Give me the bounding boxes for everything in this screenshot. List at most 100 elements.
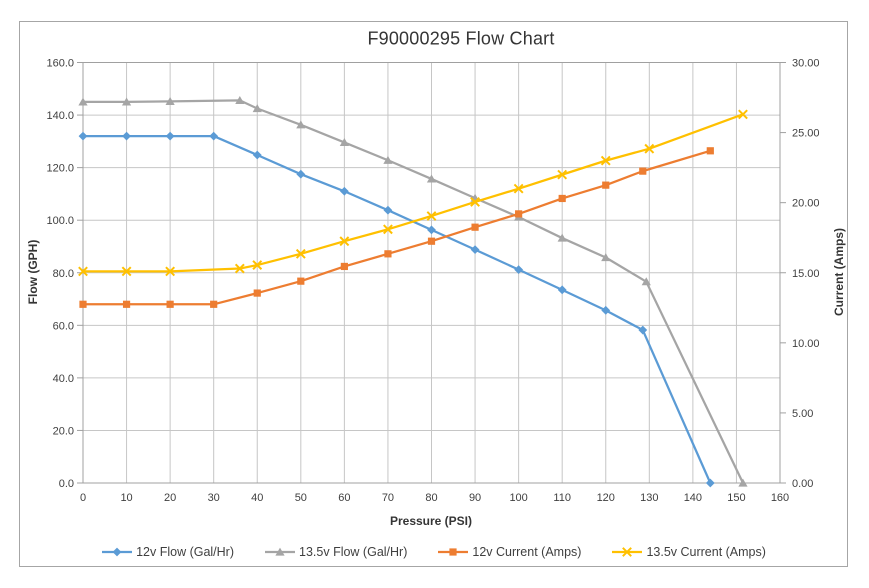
x-tick-label: 90 <box>469 492 481 504</box>
marker-square <box>384 250 392 258</box>
marker-x <box>644 143 655 154</box>
x-tick-label: 70 <box>382 492 394 504</box>
marker-diamond <box>78 131 88 141</box>
x-tick-label: 40 <box>251 492 263 504</box>
series-13.5v-flow-gal-hr- <box>78 95 748 487</box>
marker-triangle <box>235 95 245 104</box>
marker-square <box>706 147 714 155</box>
marker-diamond <box>122 131 131 141</box>
marker-square <box>558 194 566 203</box>
legend-label: 13.5v Flow (Gal/Hr) <box>299 545 408 559</box>
marker-diamond <box>638 325 648 335</box>
marker-x <box>470 197 480 207</box>
marker-triangle <box>426 174 437 183</box>
series-line <box>81 113 745 273</box>
marker-diamond <box>165 131 175 141</box>
legend-label: 13.5v Current (Amps) <box>646 545 766 559</box>
y-right-tick-label: 5.00 <box>792 408 813 420</box>
x-tick-label: 20 <box>164 492 176 504</box>
marker-square <box>79 300 87 308</box>
y-right-tick-label: 25.00 <box>792 128 820 140</box>
marker-x <box>165 266 176 277</box>
marker-square <box>253 289 261 297</box>
marker-x <box>622 547 633 557</box>
marker-x <box>738 109 748 120</box>
legend-item-12v-current-amps-: 12v Current (Amps) <box>438 545 581 559</box>
marker-diamond <box>470 245 480 255</box>
y-left-tick-label: 40.0 <box>53 373 74 385</box>
x-tick-label: 80 <box>425 492 437 504</box>
y-right-tick-label: 0.00 <box>792 478 813 490</box>
marker-x <box>557 169 568 180</box>
marker-triangle <box>557 233 567 242</box>
y-left-tick-label: 60.0 <box>53 320 74 332</box>
x-tick-label: 100 <box>509 492 527 504</box>
y-right-tick-label: 30.00 <box>792 58 820 70</box>
x-tick-label: 160 <box>771 492 789 504</box>
marker-square <box>166 300 174 308</box>
marker-diamond <box>383 205 393 215</box>
series-line <box>81 99 745 485</box>
tick-labels: 0.0 20.0 40.0 60.0 80.0 100.0 120.0 140.0 160.0 0… <box>46 58 819 505</box>
y-right-tick-label: 20.00 <box>792 198 820 210</box>
gridlines <box>82 62 781 484</box>
legend: 12v Flow (Gal/Hr) 13.5v Flow (Gal/Hr) 12v … <box>19 541 849 563</box>
marker-triangle <box>121 97 132 106</box>
marker-x <box>78 266 88 277</box>
x-axis-title: Pressure (PSI) <box>389 514 473 528</box>
marker-triangle <box>78 97 88 106</box>
marker-square <box>210 300 218 308</box>
x-tick-label: 60 <box>338 492 350 504</box>
legend-marker-icon <box>612 547 643 557</box>
y-right-tick-label: 10.00 <box>792 338 820 350</box>
marker-triangle <box>252 104 262 113</box>
legend-item-12v-flow-gal-hr-: 12v Flow (Gal/Hr) <box>102 545 234 559</box>
legend-item-13.5v-current-amps-: 13.5v Current (Amps) <box>612 545 766 559</box>
marker-triangle <box>296 120 306 129</box>
legend-item-13.5v-flow-gal-hr-: 13.5v Flow (Gal/Hr) <box>265 545 407 559</box>
series-12v-current-amps- <box>79 147 714 308</box>
marker-square <box>602 181 610 189</box>
legend-label: 12v Flow (Gal/Hr) <box>136 545 235 559</box>
y-left-tick-label: 20.0 <box>53 425 74 437</box>
marker-diamond <box>601 305 611 315</box>
x-tick-label: 10 <box>120 492 132 504</box>
x-tick-label: 0 <box>80 492 86 504</box>
marker-x <box>383 224 393 235</box>
y-left-tick-label: 80.0 <box>53 268 74 280</box>
y-left-tick-label: 100.0 <box>46 215 74 227</box>
marker-triangle <box>641 277 651 286</box>
marker-x <box>252 260 263 270</box>
x-tick-label: 120 <box>597 492 615 504</box>
y-left-tick-label: 160.0 <box>46 58 74 70</box>
marker-diamond <box>296 169 306 179</box>
marker-diamond <box>252 150 262 160</box>
marker-square <box>122 300 131 308</box>
marker-x <box>426 211 437 221</box>
marker-square <box>639 167 647 175</box>
marker-diamond <box>514 265 524 274</box>
legend-marker-icon <box>438 548 469 556</box>
marker-triangle <box>383 155 393 164</box>
y-axis-title-left: Flow (GPH) <box>26 239 40 305</box>
y-axis-title-right: Current (Amps) <box>832 227 846 317</box>
marker-x <box>600 155 611 166</box>
marker-x <box>234 263 245 274</box>
marker-diamond <box>339 186 349 196</box>
x-tick-label: 150 <box>727 492 745 504</box>
y-right-tick-label: 15.00 <box>792 268 820 280</box>
marker-square <box>471 223 479 231</box>
marker-square <box>449 548 457 556</box>
marker-square <box>340 262 348 271</box>
x-tick-label: 130 <box>640 492 658 504</box>
y-left-tick-label: 140.0 <box>46 110 74 122</box>
legend-marker-icon <box>102 547 133 557</box>
x-tick-label: 140 <box>684 492 702 504</box>
marker-triangle <box>339 137 349 146</box>
marker-triangle <box>165 96 175 105</box>
marker-diamond <box>427 225 436 235</box>
marker-diamond <box>557 285 567 295</box>
marker-square <box>427 237 436 245</box>
